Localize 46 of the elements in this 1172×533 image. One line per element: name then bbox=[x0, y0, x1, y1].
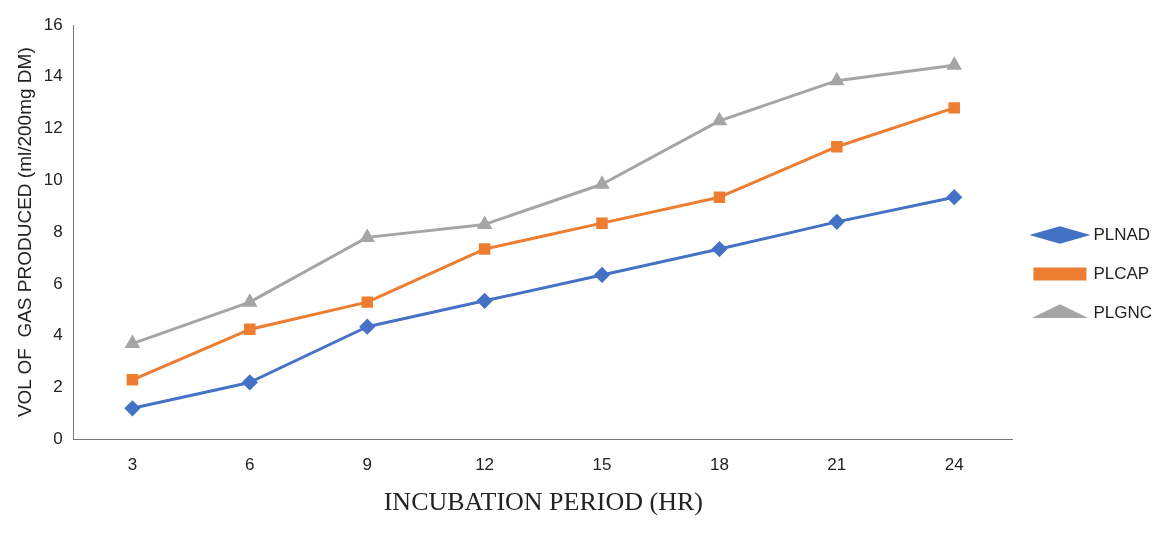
point bbox=[477, 293, 493, 309]
legend-label: PLGNC bbox=[1093, 302, 1153, 322]
point bbox=[831, 140, 843, 153]
y-tick-label: 4 bbox=[53, 325, 63, 345]
y-tick-label: 2 bbox=[53, 377, 63, 397]
y-tick-label: 8 bbox=[53, 221, 63, 241]
point bbox=[948, 102, 960, 114]
x-tick-label: 9 bbox=[362, 455, 372, 475]
point bbox=[830, 73, 844, 86]
x-tick-label: 12 bbox=[475, 455, 495, 475]
point bbox=[713, 191, 726, 203]
y-tick-label: 10 bbox=[43, 170, 63, 190]
point bbox=[126, 374, 139, 386]
point bbox=[242, 374, 258, 390]
x-tick-label: 24 bbox=[944, 455, 964, 475]
point bbox=[360, 229, 374, 242]
y-tick-label: 6 bbox=[53, 273, 63, 293]
point bbox=[596, 217, 608, 229]
y-tick-label: 14 bbox=[43, 66, 63, 86]
x-tick-label: 18 bbox=[709, 455, 729, 475]
point bbox=[711, 241, 727, 257]
point bbox=[946, 189, 962, 205]
y-tick-label: 0 bbox=[53, 429, 63, 449]
point bbox=[478, 243, 491, 255]
point bbox=[124, 400, 140, 416]
point bbox=[361, 296, 373, 308]
point bbox=[359, 319, 375, 335]
point bbox=[947, 57, 961, 70]
legend-label: PLNAD bbox=[1093, 224, 1151, 244]
point bbox=[125, 336, 140, 349]
point bbox=[712, 113, 727, 126]
x-tick-label: 15 bbox=[592, 455, 612, 475]
point bbox=[243, 294, 257, 307]
y-tick-label: 12 bbox=[43, 118, 63, 138]
point bbox=[829, 214, 845, 230]
y-axis-title: VOL OF GAS PRODUCED (ml/200mg DM) bbox=[13, 47, 35, 418]
x-tick-label: 3 bbox=[127, 455, 138, 475]
x-tick-label: 21 bbox=[827, 455, 847, 475]
point bbox=[477, 216, 492, 229]
x-axis-title: INCUBATION PERIOD (HR) bbox=[383, 487, 703, 517]
legend-label: PLCAP bbox=[1093, 263, 1150, 283]
y-tick-label: 16 bbox=[43, 14, 63, 34]
point bbox=[594, 267, 610, 283]
x-tick-label: 6 bbox=[245, 455, 255, 475]
point bbox=[595, 176, 609, 189]
point bbox=[244, 323, 256, 336]
